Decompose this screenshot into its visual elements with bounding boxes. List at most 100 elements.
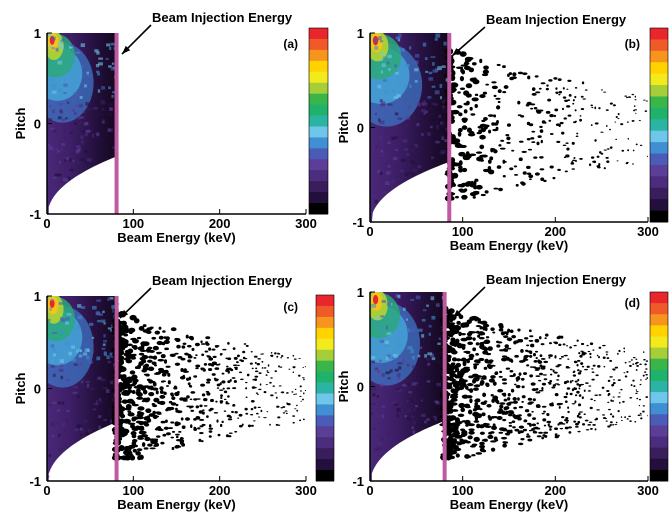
tail-point [539,156,544,159]
speckle [97,376,102,380]
tail-point [211,361,217,365]
speckle [81,429,85,433]
tail-point [232,364,238,366]
tail-point [122,324,129,330]
tail-point [170,436,175,439]
tail-point [472,337,476,341]
speckle [49,44,52,49]
tail-point [478,336,485,340]
tail-point [247,424,252,428]
tail-point [138,325,145,331]
tail-point [255,392,259,394]
speckle [406,363,410,367]
tail-point [265,374,268,376]
speckle [59,102,63,106]
tail-point [124,455,132,461]
tail-point [626,121,629,123]
tail-point [563,354,568,357]
speckle [375,321,380,325]
tail-point [645,368,648,370]
tail-point [175,409,180,413]
tail-point [582,98,586,100]
tail-point [158,335,164,340]
tail-point [456,342,462,348]
tail-point [499,404,504,409]
tail-point [142,389,148,395]
tail-point [580,107,585,111]
speckle [413,144,419,148]
tail-point [135,451,141,456]
tail-point [517,442,524,446]
tail-point [253,406,257,409]
speckle [53,147,59,152]
tail-point [505,133,510,137]
y-tick-label: -1 [352,474,364,489]
tail-point [159,386,164,391]
tail-point [492,381,497,386]
speckle [431,315,436,320]
y-tick-label: 0 [357,121,364,136]
tail-point [284,410,288,412]
tail-point [583,413,586,416]
tail-point [555,365,560,368]
tail-point [638,404,641,407]
tail-point [559,121,564,125]
speckle [47,143,51,147]
tail-point [598,346,602,349]
tail-point [638,398,641,401]
tail-point [258,372,262,375]
tail-point [469,398,473,404]
speckle [53,176,57,179]
tail-point [476,330,480,334]
tail-point [522,372,528,375]
speckle [384,343,390,347]
colorbar-segment [650,210,668,223]
tail-point [459,76,465,82]
injection-energy-line [447,33,452,222]
tail-point [479,431,485,435]
tail-point [609,421,613,424]
tail-point [215,400,218,403]
tail-point [191,347,195,352]
speckle [435,400,440,405]
tail-point [527,438,533,442]
tail-point [543,424,547,427]
speckle [101,86,106,90]
speckle [73,363,79,366]
tail-point [454,434,461,438]
injection-energy-line [442,292,447,481]
tail-point [614,366,619,369]
tail-point [489,156,494,161]
tail-point [147,443,153,447]
speckle [379,339,385,343]
tail-point [171,446,175,451]
tail-point [483,65,489,70]
speckle [82,130,86,133]
tail-point [269,381,272,384]
tail-point [123,333,129,337]
tail-point [147,366,155,372]
speckle [86,355,90,360]
tail-point [634,109,638,111]
speckle [79,116,84,119]
tail-point [285,412,288,415]
speckle [68,157,72,162]
tail-point [594,106,597,110]
tail-point [635,358,638,360]
tail-point [600,152,604,155]
speckle [111,94,114,98]
speckle [427,96,432,99]
colorbar-segment [309,60,328,73]
speckle [386,354,391,358]
colorbar-segment [309,181,328,193]
tail-point [568,93,572,97]
speckle [109,107,113,111]
tail-point [569,380,572,384]
tail-point [189,337,194,341]
tail-point [481,332,486,336]
tail-point [566,387,571,390]
speckle [402,139,408,143]
tail-point [500,411,507,414]
speckle [408,172,413,175]
tail-point [612,104,616,107]
